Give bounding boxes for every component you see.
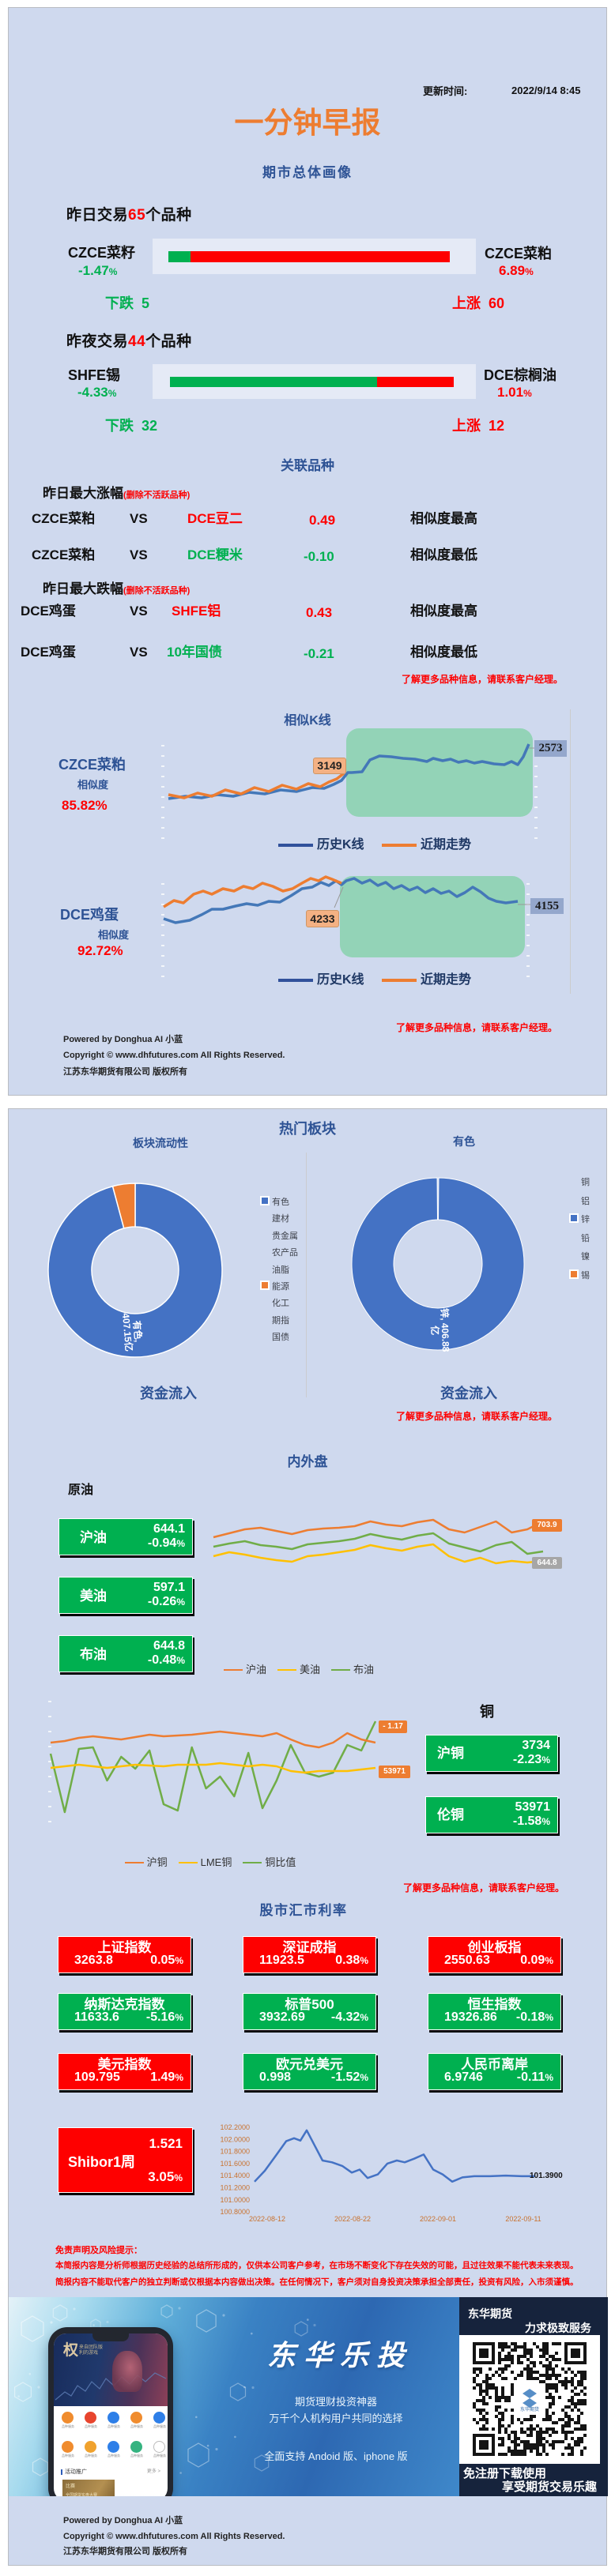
svg-text:101.2000: 101.2000 [220,2184,250,2192]
svg-text:102.2000: 102.2000 [220,2123,250,2131]
svg-text:102.0000: 102.0000 [220,2135,250,2143]
svg-text:2022-09-01: 2022-09-01 [420,2215,456,2223]
svg-text:101.6000: 101.6000 [220,2160,250,2168]
svg-text:101.4000: 101.4000 [220,2172,250,2179]
svg-text:东华期货: 东华期货 [520,2406,539,2412]
svg-text:101.8000: 101.8000 [220,2148,250,2156]
svg-text:101.0000: 101.0000 [220,2196,250,2204]
svg-text:100.8000: 100.8000 [220,2208,250,2216]
svg-text:2022-09-11: 2022-09-11 [505,2215,541,2223]
svg-text:2022-08-22: 2022-08-22 [334,2215,371,2223]
svg-text:2022-08-12: 2022-08-12 [249,2215,285,2223]
